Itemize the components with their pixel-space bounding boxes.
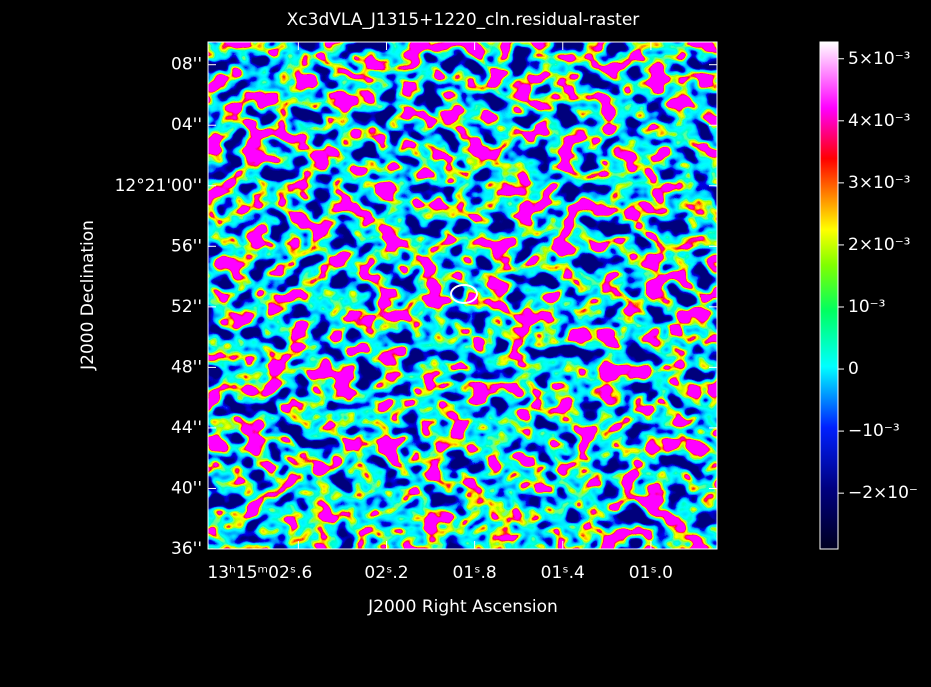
colorbar-tick-label: 10⁻³ bbox=[848, 297, 885, 317]
x-tick-label: 01ˢ.4 bbox=[541, 563, 585, 583]
title: Xc3dVLA_J1315+1220_cln.residual-raster bbox=[287, 10, 640, 30]
colorbar-tick-label: −2×10⁻ bbox=[848, 483, 918, 503]
y-tick-label: 40'' bbox=[171, 478, 202, 498]
y-tick-label: 52'' bbox=[171, 297, 202, 317]
colorbar-tick-label: 0 bbox=[848, 359, 859, 379]
contour bbox=[450, 284, 478, 304]
y-tick-label: 44'' bbox=[171, 418, 202, 438]
y-tick-label: 56'' bbox=[171, 236, 202, 256]
colorbar-tick-label: 2×10⁻³ bbox=[848, 235, 910, 255]
colorbar-tick-label: −10⁻³ bbox=[848, 421, 900, 441]
x-axis-label: J2000 Right Ascension bbox=[367, 597, 558, 617]
colorbar-tick-label: 3×10⁻³ bbox=[848, 173, 910, 193]
y-tick-label: 48'' bbox=[171, 357, 202, 377]
colorbar-tick-label: 5×10⁻³ bbox=[848, 49, 910, 69]
x-tick-label: 02ˢ.2 bbox=[364, 563, 408, 583]
frame bbox=[207, 41, 718, 550]
raster bbox=[208, 42, 717, 549]
y-tick-label: 08'' bbox=[171, 55, 202, 75]
x-tick-label: 01ˢ.0 bbox=[629, 563, 673, 583]
x-tick-label: 01ˢ.8 bbox=[453, 563, 497, 583]
colorbar bbox=[819, 41, 839, 550]
y-axis-label: J2000 Declination bbox=[78, 220, 98, 371]
x-tick-label: 13ʰ15ᵐ02ˢ.6 bbox=[207, 563, 312, 583]
colorbar-tick-label: 4×10⁻³ bbox=[848, 111, 910, 131]
y-tick-label: 04'' bbox=[171, 115, 202, 135]
y-tick-label: 36'' bbox=[171, 539, 202, 559]
y-tick-label: 12°21'00'' bbox=[115, 176, 202, 196]
